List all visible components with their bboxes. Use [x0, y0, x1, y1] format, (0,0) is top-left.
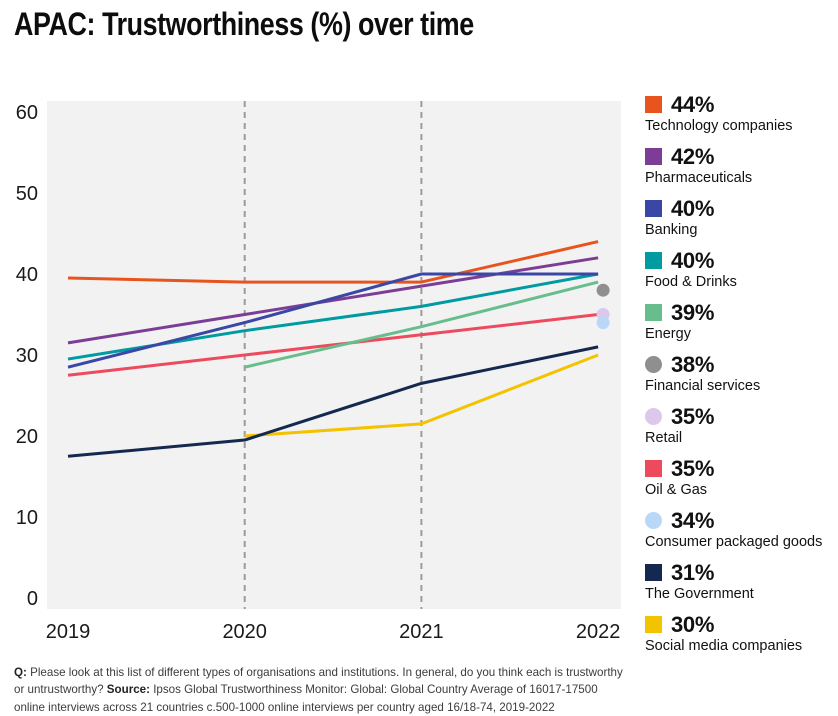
legend-item-technology-companies: 44% Technology companies [645, 92, 837, 135]
legend-swatch-banking [645, 200, 662, 217]
legend-label-technology-companies: Technology companies [645, 118, 793, 134]
legend-label-consumer-packaged-goods: Consumer packaged goods [645, 534, 823, 550]
y-tick-label: 30 [16, 345, 38, 367]
legend-pct-the-government: 31% [671, 559, 715, 585]
legend-pct-banking: 40% [671, 195, 715, 221]
legend-label-retail: Retail [645, 430, 683, 446]
legend-pct-technology-companies: 44% [671, 91, 715, 117]
x-tick-label: 2020 [222, 621, 267, 643]
chart-legend: 44% Technology companies 42% Pharmaceutical… [645, 92, 837, 664]
legend-item-energy: 39% Energy [645, 300, 837, 343]
legend-item-financial-services: 38% Financial services [645, 352, 837, 395]
legend-label-energy: Energy [645, 326, 691, 342]
legend-swatch-food-and-drinks [645, 252, 662, 269]
trust-line-chart: 0 10 20 30 40 50 60 2019 2020 2021 2022 [16, 101, 621, 643]
legend-row: 44% [645, 92, 837, 117]
legend-swatch-energy [645, 304, 662, 321]
legend-swatch-technology-companies [645, 96, 662, 113]
legend-pct-pharmaceuticals: 42% [671, 143, 715, 169]
legend-swatch-oil-and-gas [645, 460, 662, 477]
legend-label-the-government: The Government [645, 586, 754, 602]
page-title: APAC: Trustworthiness (%) over time [14, 6, 474, 42]
series-dot-consumer-packaged-goods [596, 316, 610, 330]
legend-row: 42% [645, 144, 837, 169]
x-tick-label: 2019 [46, 621, 91, 643]
plot-area [47, 101, 621, 609]
legend-row: 40% [645, 248, 837, 273]
legend-item-social-media-companies: 30% Social media companies [645, 612, 837, 655]
legend-swatch-the-government [645, 564, 662, 581]
footnote-source-label: Source: [106, 683, 150, 697]
legend-item-pharmaceuticals: 42% Pharmaceuticals [645, 144, 837, 187]
legend-row: 35% [645, 456, 837, 481]
y-tick-label: 50 [16, 183, 38, 205]
legend-item-consumer-packaged-goods: 34% Consumer packaged goods [645, 508, 837, 551]
footnote: Q: Please look at this list of different… [14, 664, 630, 716]
series-line-the-government [67, 345, 599, 458]
legend-swatch-consumer-packaged-goods [645, 512, 662, 529]
legend-pct-financial-services: 38% [671, 351, 715, 377]
legend-label-banking: Banking [645, 222, 698, 238]
x-tick-label: 2021 [399, 621, 444, 643]
footnote-q-text: Please look at this list of different ty… [14, 665, 623, 697]
y-tick-label: 10 [16, 507, 38, 529]
legend-pct-retail: 35% [671, 403, 715, 429]
x-tick-label: 2022 [576, 621, 621, 643]
legend-item-the-government: 31% The Government [645, 560, 837, 603]
footnote-q-label: Q: [14, 665, 27, 679]
legend-label-financial-services: Financial services [645, 378, 761, 394]
legend-item-oil-and-gas: 35% Oil & Gas [645, 456, 837, 499]
series-line-banking [67, 272, 599, 369]
legend-row: 31% [645, 560, 837, 585]
legend-row: 38% [645, 352, 837, 377]
legend-row: 30% [645, 612, 837, 637]
legend-pct-food-and-drinks: 40% [671, 247, 715, 273]
series-dot-financial-services [596, 283, 610, 297]
legend-item-retail: 35% Retail [645, 404, 837, 447]
legend-swatch-pharmaceuticals [645, 148, 662, 165]
series-line-oil-and-gas [67, 313, 599, 377]
legend-label-social-media-companies: Social media companies [645, 638, 803, 654]
legend-row: 35% [645, 404, 837, 429]
legend-pct-oil-and-gas: 35% [671, 455, 715, 481]
legend-pct-consumer-packaged-goods: 34% [671, 507, 715, 533]
legend-item-food-and-drinks: 40% Food & Drinks [645, 248, 837, 291]
legend-swatch-retail [645, 408, 662, 425]
legend-pct-social-media-companies: 30% [671, 611, 715, 637]
y-tick-label: 0 [27, 588, 38, 610]
y-tick-label: 60 [16, 102, 38, 124]
series-line-social-media-companies [244, 353, 599, 438]
legend-row: 34% [645, 508, 837, 533]
legend-label-pharmaceuticals: Pharmaceuticals [645, 170, 753, 186]
series-line-energy [244, 280, 599, 369]
legend-label-food-and-drinks: Food & Drinks [645, 274, 737, 290]
series-line-pharmaceuticals [67, 256, 599, 345]
legend-swatch-financial-services [645, 356, 662, 373]
legend-swatch-social-media-companies [645, 616, 662, 633]
legend-row: 39% [645, 300, 837, 325]
series-line-technology-companies [67, 240, 599, 284]
legend-row: 40% [645, 196, 837, 221]
legend-label-oil-and-gas: Oil & Gas [645, 482, 708, 498]
legend-item-banking: 40% Banking [645, 196, 837, 239]
y-tick-label: 20 [16, 426, 38, 448]
y-tick-label: 40 [16, 264, 38, 286]
legend-pct-energy: 39% [671, 299, 715, 325]
